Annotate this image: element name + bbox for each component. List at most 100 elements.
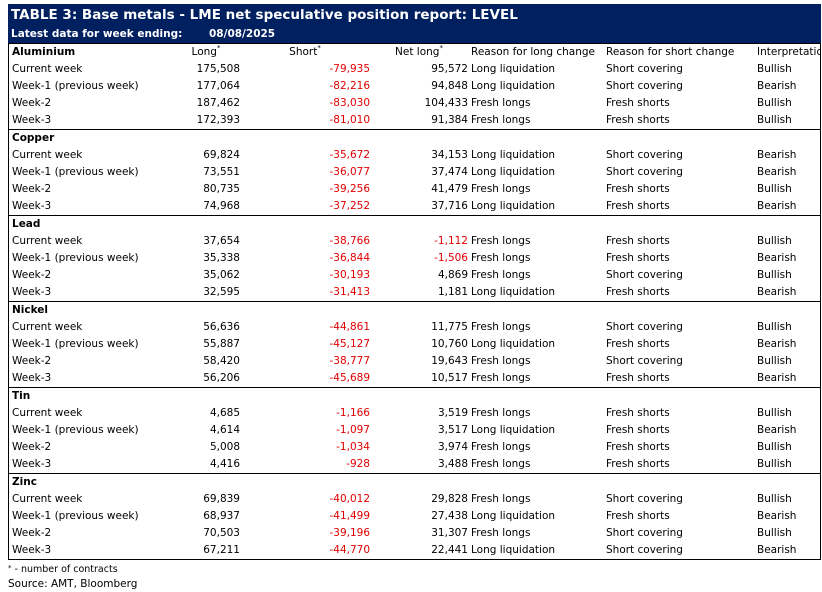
empty-cell bbox=[240, 388, 370, 405]
reason-short-change-text: Short covering bbox=[606, 63, 683, 75]
short-value-text: -81,010 bbox=[329, 114, 370, 126]
metal-name-text: Zinc bbox=[12, 476, 37, 488]
latest-data-bar: Latest data for week ending: 08/08/2025 bbox=[8, 26, 821, 43]
interpretation-value: Bullish bbox=[754, 353, 821, 370]
reason-long-change-text: Long liquidation bbox=[471, 510, 556, 522]
short-value-text: -36,077 bbox=[329, 166, 370, 178]
reason-short-change: Fresh shorts bbox=[603, 284, 754, 302]
empty-cell bbox=[603, 302, 754, 319]
short-value-text: -38,766 bbox=[329, 235, 370, 247]
reason-short-change-text: Short covering bbox=[606, 493, 683, 505]
net-long-value: 22,441 bbox=[370, 542, 468, 560]
reason-long-change: Fresh longs bbox=[468, 456, 603, 474]
week-label-text: Week-3 bbox=[12, 458, 52, 470]
reason-short-change: Short covering bbox=[603, 491, 754, 508]
reason-long-change: Fresh longs bbox=[468, 112, 603, 130]
reason-long-change: Long liquidation bbox=[468, 542, 603, 560]
week-label-text: Week-1 (previous week) bbox=[12, 424, 139, 436]
reason-long-change-text: Fresh longs bbox=[471, 321, 531, 333]
reason-long-change: Fresh longs bbox=[468, 267, 603, 284]
short-value: -38,766 bbox=[240, 233, 370, 250]
metal-header-row: Copper bbox=[9, 130, 821, 147]
table-row: Week-1 (previous week) 35,338 -36,844 -1,50… bbox=[9, 250, 821, 267]
long-value: 175,508 bbox=[172, 61, 240, 78]
reason-short-change: Short covering bbox=[603, 525, 754, 542]
reason-short-change-text: Fresh shorts bbox=[606, 114, 670, 126]
interpretation-value: Bullish bbox=[754, 525, 821, 542]
net-long-value-text: 27,438 bbox=[431, 510, 468, 522]
table-row: Week-1 (previous week) 55,887 -45,127 10,76… bbox=[9, 336, 821, 353]
net-long-value: 11,775 bbox=[370, 319, 468, 336]
net-long-value-text: 22,441 bbox=[431, 544, 468, 556]
short-value: -35,672 bbox=[240, 147, 370, 164]
reason-short-change-text: Short covering bbox=[606, 269, 683, 281]
reason-short-change: Fresh shorts bbox=[603, 95, 754, 112]
net-long-value: 3,974 bbox=[370, 439, 468, 456]
reason-short-change-text: Short covering bbox=[606, 80, 683, 92]
long-value: 69,839 bbox=[172, 491, 240, 508]
reason-short-change-text: Fresh shorts bbox=[606, 458, 670, 470]
week-label-text: Week-2 bbox=[12, 183, 52, 195]
reason-long-change: Fresh longs bbox=[468, 370, 603, 388]
week-label: Week-2 bbox=[9, 353, 173, 370]
empty-cell bbox=[754, 216, 821, 233]
long-value-text: 56,636 bbox=[203, 321, 240, 333]
long-value: 37,654 bbox=[172, 233, 240, 250]
net-long-value-text: 37,474 bbox=[431, 166, 468, 178]
net-long-value-text: 10,517 bbox=[431, 372, 468, 384]
interpretation-value: Bearish bbox=[754, 147, 821, 164]
net-long-value: 37,716 bbox=[370, 198, 468, 216]
table-row: Week-1 (previous week) 73,551 -36,077 37,47… bbox=[9, 164, 821, 181]
reason-long-change: Fresh longs bbox=[468, 405, 603, 422]
reason-long-change: Fresh longs bbox=[468, 250, 603, 267]
reason-short-change-text: Short covering bbox=[606, 544, 683, 556]
long-value-text: 35,062 bbox=[203, 269, 240, 281]
week-label: Week-3 bbox=[9, 112, 173, 130]
short-value: -44,770 bbox=[240, 542, 370, 560]
empty-cell bbox=[370, 474, 468, 491]
reason-short-change: Fresh shorts bbox=[603, 233, 754, 250]
reason-short-change: Short covering bbox=[603, 61, 754, 78]
reason-long-change-text: Long liquidation bbox=[471, 338, 556, 350]
table-row: Week-2 58,420 -38,777 19,643 Fresh longs Shor… bbox=[9, 353, 821, 370]
interpretation-value: Bullish bbox=[754, 95, 821, 112]
interpretation-value-text: Bearish bbox=[757, 544, 797, 556]
metal-header-row: Lead bbox=[9, 216, 821, 233]
reason-long-change: Long liquidation bbox=[468, 508, 603, 525]
short-value: -81,010 bbox=[240, 112, 370, 130]
metal-name: Lead bbox=[9, 216, 173, 233]
reason-short-change-text: Short covering bbox=[606, 321, 683, 333]
week-label: Current week bbox=[9, 319, 173, 336]
short-value-text: -1,166 bbox=[336, 407, 370, 419]
metal-name: Tin bbox=[9, 388, 173, 405]
col-header-interpretation-text: Interpretation bbox=[757, 46, 821, 58]
short-value-text: -45,689 bbox=[329, 372, 370, 384]
short-value: -39,256 bbox=[240, 181, 370, 198]
reason-long-change: Fresh longs bbox=[468, 181, 603, 198]
interpretation-value-text: Bullish bbox=[757, 63, 792, 75]
reason-long-change-text: Long liquidation bbox=[471, 200, 556, 212]
col-header-interpretation: Interpretation bbox=[754, 44, 821, 62]
long-value-text: 5,008 bbox=[209, 441, 240, 453]
week-label-text: Week-1 (previous week) bbox=[12, 338, 139, 350]
contracts-footnote-marker: * bbox=[439, 44, 443, 52]
interpretation-value-text: Bearish bbox=[757, 252, 797, 264]
net-long-value-text: 37,716 bbox=[431, 200, 468, 212]
long-value-text: 58,420 bbox=[203, 355, 240, 367]
net-long-value-text: -1,112 bbox=[434, 235, 468, 247]
reason-long-change: Long liquidation bbox=[468, 78, 603, 95]
week-label: Week-1 (previous week) bbox=[9, 508, 173, 525]
week-label: Week-2 bbox=[9, 95, 173, 112]
reason-long-change-text: Fresh longs bbox=[471, 441, 531, 453]
long-value-text: 175,508 bbox=[196, 63, 240, 75]
table-row: Week-1 (previous week) 177,064 -82,216 94,8… bbox=[9, 78, 821, 95]
net-long-value: -1,112 bbox=[370, 233, 468, 250]
metal-name-text: Nickel bbox=[12, 304, 49, 316]
long-value-text: 177,064 bbox=[196, 80, 240, 92]
interpretation-value-text: Bearish bbox=[757, 286, 797, 298]
empty-cell bbox=[603, 130, 754, 147]
reason-long-change: Long liquidation bbox=[468, 422, 603, 439]
week-label: Week-2 bbox=[9, 525, 173, 542]
week-label-text: Current week bbox=[12, 321, 83, 333]
metal-block-aluminium: Aluminium Long* Short* Net long* Reason for … bbox=[8, 43, 821, 130]
